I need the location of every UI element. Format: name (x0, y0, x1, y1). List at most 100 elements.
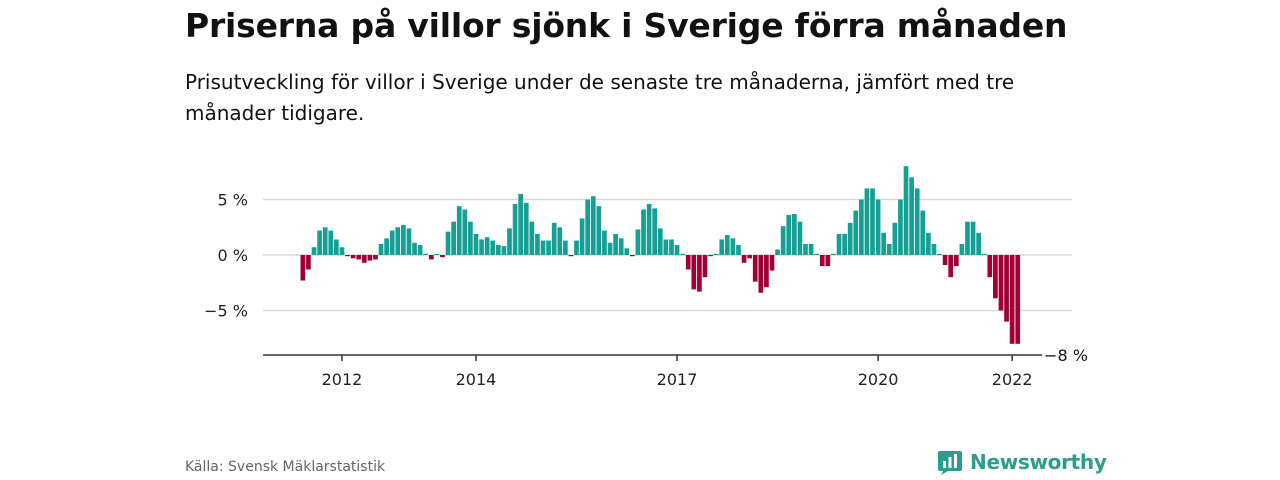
bar (462, 209, 468, 255)
axes (263, 354, 1072, 361)
bar (378, 243, 384, 255)
bar (663, 239, 669, 255)
bar (1015, 255, 1021, 344)
bar (976, 232, 981, 255)
bar (953, 255, 959, 267)
bar (389, 230, 395, 255)
bar (736, 245, 741, 255)
bar (551, 222, 557, 255)
bar (713, 253, 719, 255)
bar (993, 255, 998, 299)
bar (780, 226, 786, 255)
bar (920, 210, 926, 255)
bar (574, 240, 579, 255)
bar (708, 255, 713, 257)
bar (641, 209, 646, 255)
bar (602, 230, 607, 255)
bar (797, 221, 803, 255)
bar (987, 255, 993, 278)
bar (819, 255, 825, 267)
bar (490, 240, 496, 255)
bar (931, 243, 937, 255)
bar (523, 202, 529, 255)
bar (579, 218, 585, 255)
chart-subtitle: Prisutveckling för villor i Sverige unde… (185, 70, 1015, 125)
bar (775, 249, 780, 255)
bar (898, 199, 903, 255)
bar (842, 233, 847, 255)
bar (680, 253, 685, 255)
bar (423, 253, 429, 255)
x-tick-label: 2022 (992, 370, 1033, 389)
bar (507, 228, 512, 255)
bar (440, 255, 445, 258)
annotation-background (1041, 345, 1090, 365)
bar (406, 228, 412, 255)
bar (618, 238, 624, 255)
bar (847, 222, 853, 255)
bar (747, 255, 752, 259)
bar (965, 221, 970, 255)
bar (350, 255, 356, 259)
bar (685, 255, 691, 270)
bar (451, 221, 456, 255)
bar (384, 238, 389, 255)
bar (741, 255, 747, 263)
bar (786, 215, 792, 255)
bar (926, 232, 931, 255)
bar-chart: 5 % 0 % −5 % 2012 2014 2017 2020 2022 −8 % (204, 166, 1090, 389)
bar (535, 233, 540, 255)
bar (473, 233, 479, 255)
bar (395, 227, 401, 255)
bar (356, 255, 362, 260)
bar (607, 242, 613, 255)
bar (669, 239, 674, 255)
x-tick-label: 2014 (456, 370, 497, 389)
bar (875, 199, 881, 255)
bar (691, 255, 697, 290)
y-tick-label: −5 % (204, 302, 248, 321)
newsworthy-logo-icon (938, 451, 962, 475)
bar (652, 208, 658, 255)
bar (791, 213, 797, 255)
bar (367, 255, 373, 261)
bar (557, 227, 563, 255)
bar (909, 177, 914, 255)
x-tick-label: 2012 (322, 370, 363, 389)
bar (814, 253, 820, 255)
bar (484, 237, 490, 255)
bar (428, 255, 434, 260)
bar (512, 203, 518, 255)
bar (417, 245, 423, 255)
bar (501, 246, 507, 255)
bar (836, 233, 842, 255)
bar (657, 228, 663, 255)
min-value-annotation: −8 % (1044, 346, 1088, 365)
bar (764, 255, 769, 288)
bar (311, 247, 317, 255)
x-tick-label: 2017 (657, 370, 698, 389)
bars (300, 166, 1021, 344)
bar (568, 255, 574, 257)
bar (306, 255, 311, 270)
bar (546, 240, 551, 255)
bar (853, 210, 859, 255)
bar (808, 243, 814, 255)
bar (758, 255, 764, 293)
bar (434, 253, 440, 255)
bar (892, 222, 898, 255)
bar (730, 238, 736, 255)
brand-name: Newsworthy (970, 450, 1107, 474)
bar (540, 240, 546, 255)
bar (590, 196, 596, 255)
axis-labels: 5 % 0 % −5 % 2012 2014 2017 2020 2022 −8 % (204, 191, 1090, 389)
bar (942, 255, 948, 265)
bar (831, 253, 836, 255)
bar (702, 255, 708, 278)
bar (401, 225, 406, 255)
bar (1009, 255, 1015, 344)
y-tick-label: 0 % (218, 246, 248, 265)
bar (563, 240, 568, 255)
x-tick-label: 2020 (858, 370, 899, 389)
bar (1004, 255, 1009, 322)
